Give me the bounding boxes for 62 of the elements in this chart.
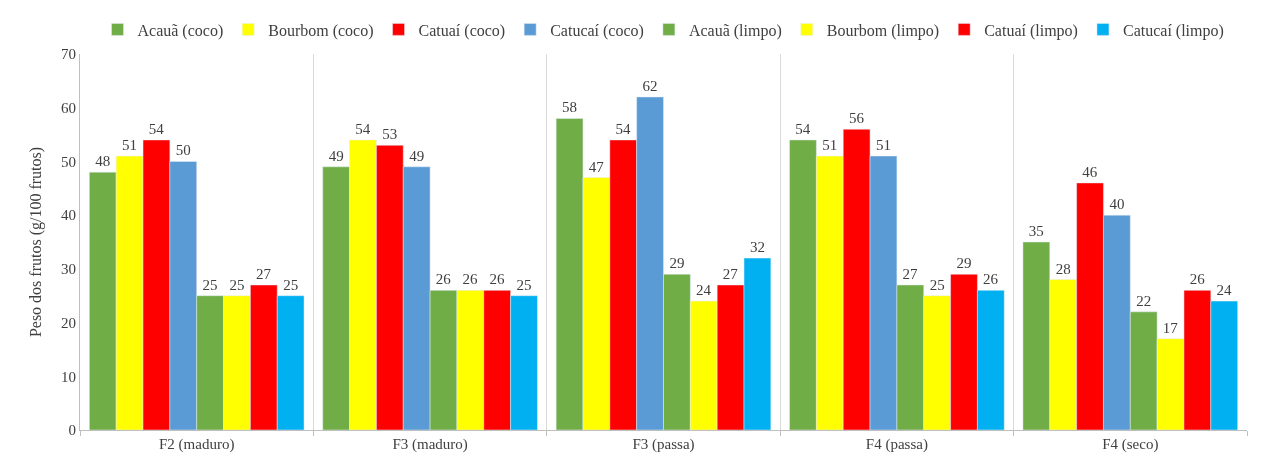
- data-label: 49: [409, 147, 425, 164]
- data-label: 25: [929, 276, 945, 293]
- data-label: 49: [328, 147, 344, 164]
- data-label: 46: [1082, 163, 1098, 180]
- x-tick-label: F4 (passa): [865, 436, 928, 453]
- legend-label: Catucaí (coco): [550, 21, 644, 40]
- data-label: 50: [175, 142, 191, 159]
- data-label: 26: [983, 271, 999, 288]
- data-label: 56: [848, 110, 865, 127]
- data-label: 25: [283, 276, 299, 293]
- x-tick-label: F4 (seco): [1102, 436, 1159, 453]
- data-label: 51: [122, 137, 138, 154]
- data-label: 47: [588, 158, 605, 175]
- y-tick-label: 70: [61, 46, 76, 63]
- data-label: 35: [1028, 223, 1044, 239]
- data-label: 17: [1162, 319, 1179, 336]
- y-tick-label: 60: [61, 99, 76, 116]
- x-tick-label: F3 (passa): [632, 436, 695, 453]
- data-label: 58: [562, 99, 578, 116]
- y-tick-label: 10: [61, 368, 76, 385]
- x-tick-label: F3 (maduro): [392, 436, 468, 453]
- legend-label: Acauã (coco): [137, 21, 224, 40]
- data-label: 25: [229, 276, 245, 293]
- legend-label: Catucaí (limpo): [1122, 21, 1224, 40]
- data-label: 26: [435, 271, 452, 288]
- legend-label: Catuaí (coco): [418, 21, 506, 40]
- data-label: 26: [462, 271, 479, 288]
- data-label: 40: [1109, 196, 1125, 213]
- data-label: 24: [696, 282, 712, 299]
- data-label: 26: [1189, 271, 1206, 288]
- x-tick-label: F2 (maduro): [159, 436, 235, 453]
- data-label: 53: [382, 126, 398, 143]
- data-label: 48: [95, 153, 111, 170]
- data-label: 51: [875, 137, 891, 154]
- y-tick-label: 50: [61, 153, 76, 170]
- y-tick-label: 30: [61, 261, 76, 278]
- legend-label: Catuaí (limpo): [984, 21, 1078, 40]
- data-label: 29: [956, 255, 972, 272]
- y-tick-label: 0: [68, 422, 76, 439]
- data-label: 54: [148, 120, 165, 137]
- data-label: 25: [202, 276, 218, 293]
- legend-label: Bourbom (coco): [268, 21, 374, 40]
- data-label: 29: [669, 255, 685, 272]
- data-label: 27: [256, 265, 272, 282]
- data-label: 25: [516, 276, 532, 293]
- data-label: 22: [1136, 292, 1152, 309]
- y-tick-label: 40: [61, 207, 76, 224]
- data-label: 24: [1216, 282, 1232, 299]
- y-axis-title: Peso dos frutos (g/100 frutos): [26, 146, 45, 338]
- data-label: 27: [902, 265, 919, 282]
- data-label: 32: [749, 239, 765, 256]
- data-label: 62: [642, 77, 658, 94]
- data-label: 54: [355, 120, 371, 137]
- legend-label: Bourbom (limpo): [826, 21, 940, 40]
- data-label: 26: [489, 271, 505, 288]
- y-tick-label: 20: [61, 314, 76, 331]
- data-label: 51: [822, 137, 838, 154]
- data-label: 54: [615, 120, 631, 137]
- legend-label: Acauã (limpo): [688, 21, 782, 40]
- data-label: 54: [795, 120, 811, 137]
- data-label: 28: [1055, 260, 1071, 277]
- data-label: 27: [722, 265, 739, 282]
